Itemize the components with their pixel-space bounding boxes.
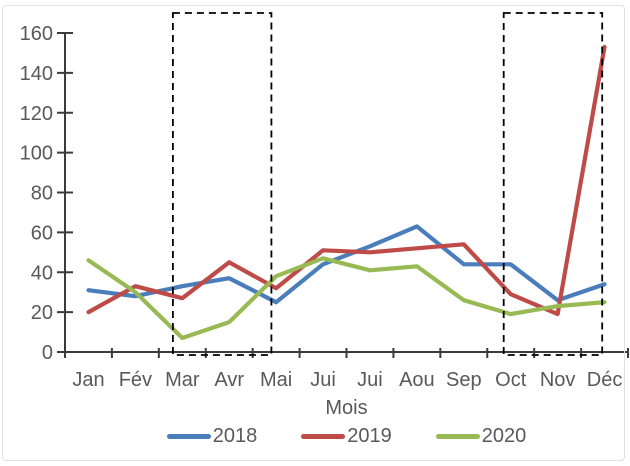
legend: 2018 2019 2020 bbox=[65, 426, 628, 446]
x-tick-label: Avr bbox=[214, 369, 244, 391]
series-line-2018 bbox=[86, 224, 607, 305]
legend-item-2020: 2020 bbox=[435, 425, 527, 447]
legend-item-2019: 2019 bbox=[301, 426, 392, 446]
y-tick-label: 120 bbox=[20, 103, 53, 125]
y-tick-label: 0 bbox=[42, 342, 53, 364]
y-tick-label: 80 bbox=[31, 183, 53, 205]
legend-label-2018: 2018 bbox=[212, 425, 258, 447]
x-tick-label: Jan bbox=[72, 369, 104, 391]
x-tick-label: Fév bbox=[119, 369, 152, 391]
y-tick-label: 20 bbox=[31, 302, 53, 324]
x-tick-label: Jui bbox=[310, 369, 336, 391]
x-tick-label: Nov bbox=[540, 369, 576, 391]
legend-label-2020: 2020 bbox=[481, 425, 527, 447]
x-tick-label: Mar bbox=[165, 369, 200, 391]
series-line-2019 bbox=[86, 44, 607, 317]
y-tick-label: 60 bbox=[31, 222, 53, 244]
legend-label-2019: 2019 bbox=[347, 425, 392, 447]
legend-item-2018: 2018 bbox=[166, 425, 258, 447]
x-tick-label: Jui bbox=[357, 369, 383, 391]
x-tick-label: Mai bbox=[260, 369, 292, 391]
y-tick-label: 140 bbox=[20, 63, 53, 85]
x-tick-label: Déc bbox=[587, 369, 623, 391]
x-tick-label: Sep bbox=[446, 369, 482, 391]
dashed-highlight-box-2 bbox=[502, 12, 604, 356]
y-tick-label: 160 bbox=[20, 23, 53, 45]
dashed-highlight-box-1 bbox=[171, 12, 273, 356]
legend-swatch-2018-icon bbox=[166, 433, 211, 439]
legend-swatch-2019-icon bbox=[301, 433, 346, 439]
y-tick-label: 100 bbox=[20, 143, 53, 165]
x-axis-title: Mois bbox=[325, 397, 368, 419]
x-tick-label: Oct bbox=[495, 369, 527, 391]
series-line-2020 bbox=[86, 256, 607, 341]
y-tick-label: 40 bbox=[31, 262, 53, 284]
legend-swatch-2020-icon bbox=[435, 433, 480, 439]
x-tick-label: Aou bbox=[399, 369, 435, 391]
